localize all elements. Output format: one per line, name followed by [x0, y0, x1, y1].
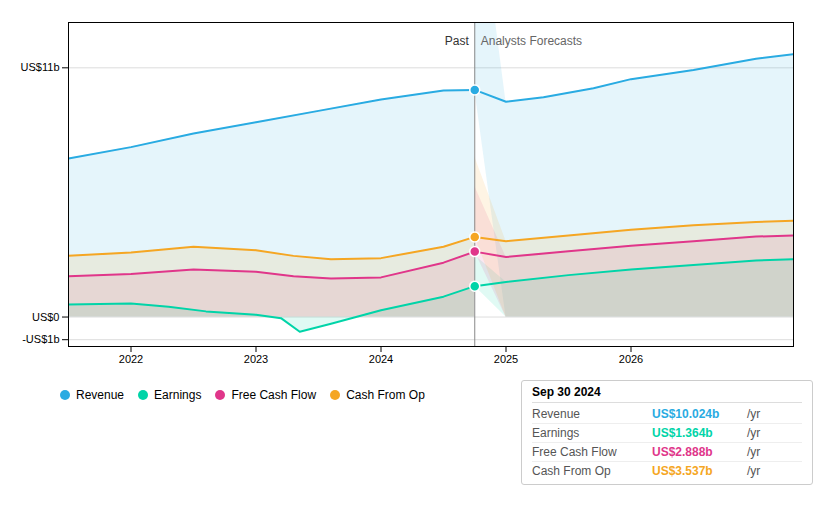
html-text:Earnings: Earnings — [532, 426, 580, 440]
html-text:US$10.024b: US$10.024b — [652, 407, 720, 421]
svg-text:Analysts Forecasts: Analysts Forecasts — [481, 34, 582, 48]
html-text:Revenue: Revenue — [76, 388, 124, 402]
html-text:/yr: /yr — [747, 407, 761, 421]
html-text:Cash From Op: Cash From Op — [346, 388, 425, 402]
svg-text:2025: 2025 — [494, 353, 518, 365]
html-text:/yr: /yr — [747, 426, 761, 440]
svg-text:2022: 2022 — [119, 353, 143, 365]
html-text:Free Cash Flow: Free Cash Flow — [231, 388, 317, 402]
html-text:US$3.537b: US$3.537b — [652, 464, 713, 478]
html-text:Free Cash Flow: Free Cash Flow — [532, 445, 617, 459]
svg-text:US$11b: US$11b — [21, 61, 60, 73]
html-text:/yr: /yr — [747, 445, 761, 459]
html-text:Sep 30 2024: Sep 30 2024 — [532, 385, 601, 399]
html-text:Revenue: Revenue — [532, 407, 580, 421]
html-text:Earnings: Earnings — [154, 388, 202, 402]
html-text:/yr: /yr — [747, 464, 761, 478]
svg-text:2024: 2024 — [369, 353, 393, 365]
svg-text:-US$1b: -US$1b — [22, 333, 59, 345]
svg-text:US$0: US$0 — [32, 311, 60, 323]
html-text:US$2.888b: US$2.888b — [652, 445, 713, 459]
svg-text:2026: 2026 — [619, 353, 643, 365]
html-text:Cash From Op: Cash From Op — [532, 464, 611, 478]
svg-text:2023: 2023 — [244, 353, 268, 365]
html-text:US$1.364b: US$1.364b — [652, 426, 713, 440]
svg-text:Past: Past — [445, 34, 470, 48]
